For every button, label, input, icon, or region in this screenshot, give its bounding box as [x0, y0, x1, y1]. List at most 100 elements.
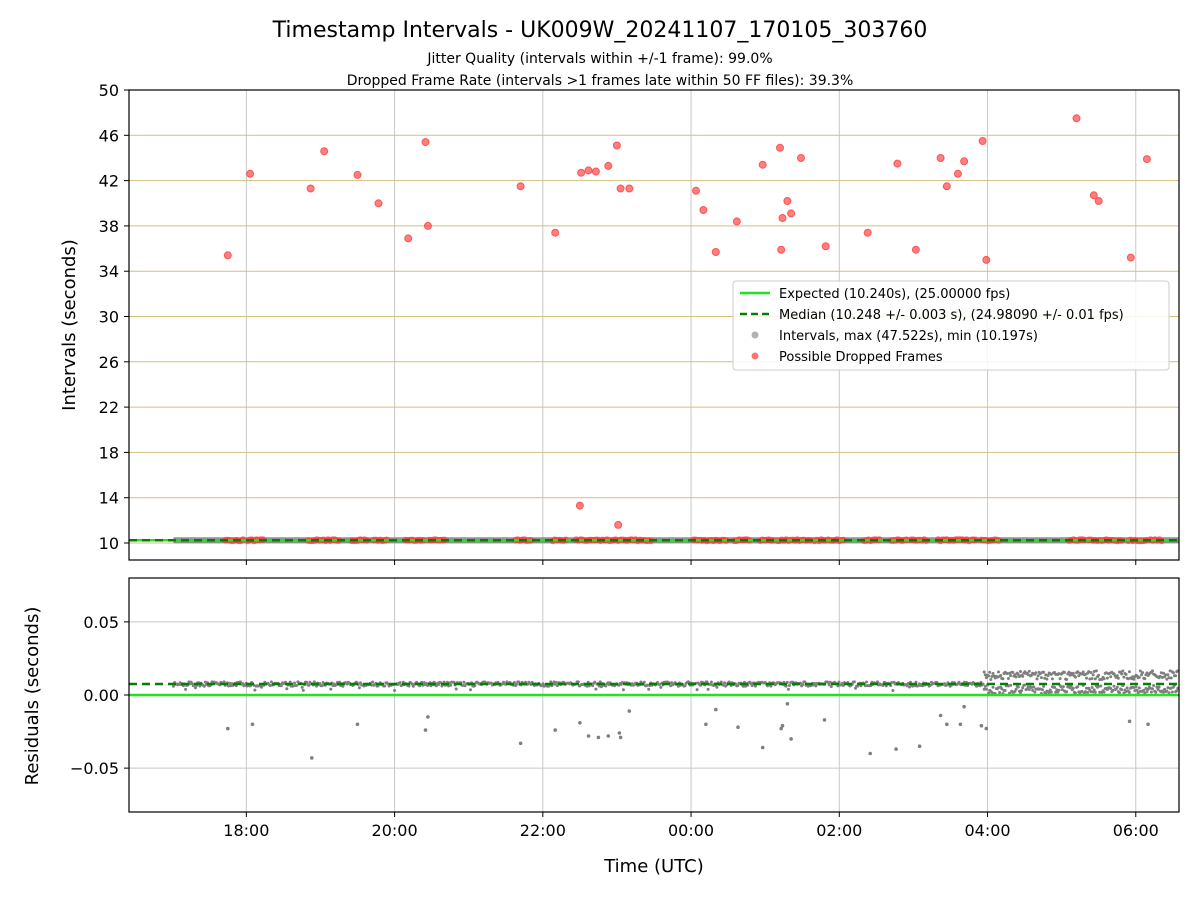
residual-point	[1046, 674, 1050, 678]
residual-point	[1154, 690, 1158, 694]
x-tick-label: 00:00	[668, 821, 714, 840]
residual-point	[1152, 684, 1156, 687]
y-tick-label-residuals: 0.05	[83, 613, 119, 632]
residual-point	[1001, 677, 1005, 681]
x-tick-label: 20:00	[372, 821, 418, 840]
residual-point	[769, 684, 773, 688]
residual-point	[695, 688, 699, 692]
residual-outlier-point	[938, 713, 943, 718]
residual-point	[1090, 686, 1094, 689]
legend-dropped-label: Possible Dropped Frames	[779, 350, 943, 365]
residual-point	[1031, 688, 1035, 692]
residual-point	[222, 680, 226, 684]
residual-point	[585, 684, 589, 688]
residual-point	[462, 680, 466, 684]
residual-point	[1009, 674, 1013, 678]
residual-point	[295, 684, 299, 687]
residual-point	[1061, 685, 1065, 689]
residual-point	[1165, 677, 1169, 681]
x-tick-label: 04:00	[964, 821, 1010, 840]
residual-outlier-point	[426, 715, 430, 719]
dropped-frame-point	[893, 159, 902, 168]
legend: Expected (10.240s), (25.00000 fps) Media…	[732, 280, 1170, 371]
residual-point	[1069, 684, 1073, 688]
dropped-frame-point	[353, 170, 362, 179]
residual-point	[1090, 677, 1094, 681]
residual-point	[788, 684, 791, 687]
residual-point	[1071, 686, 1075, 690]
residual-point	[1149, 690, 1153, 694]
residual-outlier-point	[423, 728, 428, 732]
residual-point	[576, 680, 580, 684]
residual-point	[1014, 675, 1018, 679]
residual-point	[1033, 690, 1037, 694]
residual-point	[517, 680, 521, 684]
residual-outlier-point	[586, 734, 591, 738]
residual-point	[1063, 670, 1066, 674]
residual-point	[1164, 673, 1168, 677]
residual-point	[541, 682, 545, 686]
legend-dropped-marker	[751, 352, 759, 360]
dropped-frame-point	[516, 182, 525, 191]
residual-point	[827, 683, 831, 687]
dropped-frame-point	[953, 169, 962, 178]
residual-outlier-point	[894, 747, 898, 751]
y-tick-label-intervals: 42	[99, 172, 119, 191]
residual-point	[865, 680, 868, 684]
residual-point	[987, 674, 991, 678]
residual-point	[1142, 689, 1146, 692]
residual-point	[1026, 673, 1030, 677]
residual-point	[1089, 671, 1093, 674]
residual-point	[1116, 676, 1120, 680]
residual-point	[1042, 670, 1046, 674]
dropped-frame-point	[711, 248, 720, 256]
residual-point	[269, 680, 273, 684]
legend-intervals-label: Intervals, max (47.522s), min (10.197s)	[779, 329, 1038, 344]
y-tick-label-residuals: 0.00	[83, 686, 119, 705]
dropped-frame-point	[374, 199, 383, 208]
residual-point	[1155, 685, 1159, 689]
dropped-frame-point	[423, 221, 432, 230]
residual-point	[829, 685, 833, 689]
residual-point	[1003, 689, 1007, 692]
legend-expected-label: Expected (10.240s), (25.00000 fps)	[779, 287, 1010, 302]
residual-point	[1169, 676, 1173, 680]
residual-point	[1092, 688, 1096, 692]
residual-point	[1099, 684, 1103, 688]
residual-outlier-point	[917, 744, 922, 748]
residual-point	[1021, 686, 1025, 690]
residual-point	[1134, 685, 1138, 689]
residual-point	[814, 684, 818, 688]
residual-point	[891, 689, 895, 692]
legend-median-label: Median (10.248 +/- 0.003 s), (24.98090 +…	[779, 308, 1124, 323]
dropped-frame-point	[591, 167, 600, 176]
residual-point	[1162, 671, 1165, 675]
residual-point	[890, 681, 894, 684]
residual-point	[1094, 669, 1098, 673]
residual-outlier-point	[310, 756, 314, 760]
residual-point	[1065, 678, 1069, 681]
dropped-frame-point	[863, 228, 872, 237]
residual-point	[172, 684, 175, 688]
residual-point	[1174, 674, 1178, 678]
residual-point	[753, 684, 757, 688]
dropped-frame-point	[911, 245, 920, 254]
residual-point	[1071, 671, 1075, 675]
residual-outlier-point	[1146, 722, 1150, 727]
residual-point	[803, 680, 807, 684]
residual-point	[1127, 670, 1131, 674]
residual-point	[1014, 687, 1018, 691]
residual-point	[1125, 686, 1129, 690]
residual-point	[983, 673, 987, 677]
residual-point	[1151, 669, 1154, 673]
residual-point	[801, 683, 805, 687]
residual-point	[357, 686, 361, 690]
legend-box	[732, 280, 1170, 371]
residual-outlier-point	[596, 735, 601, 740]
residual-point	[1019, 670, 1022, 673]
dropped-frame-point	[787, 209, 796, 218]
residual-point	[647, 687, 651, 691]
residual-outlier-point	[250, 722, 255, 727]
residual-outlier-point	[979, 723, 984, 728]
